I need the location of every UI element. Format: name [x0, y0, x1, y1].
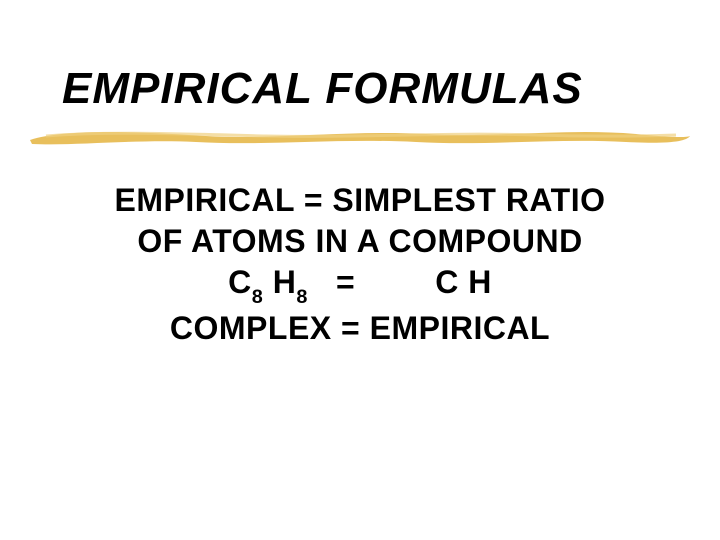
formula-c-left: C [228, 264, 252, 300]
body-formula-line: C8 H8 =C H [0, 262, 720, 308]
formula-c-sub: 8 [252, 286, 264, 308]
formula-equals: = [336, 264, 355, 300]
slide-body: EMPIRICAL = SIMPLEST RATIO OF ATOMS IN A… [0, 180, 720, 349]
underline-stroke [26, 122, 694, 150]
slide: EMPIRICAL FORMULAS EMPIRICAL = SIMPLEST … [0, 0, 720, 540]
formula-h-left: H [273, 264, 297, 300]
formula-h-sub: 8 [296, 286, 308, 308]
slide-title: EMPIRICAL FORMULAS [62, 64, 583, 114]
body-line-1: EMPIRICAL = SIMPLEST RATIO [0, 180, 720, 221]
formula-right: C H [435, 264, 492, 300]
body-line-4: COMPLEX = EMPIRICAL [0, 308, 720, 349]
body-line-2: OF ATOMS IN A COMPOUND [0, 221, 720, 262]
